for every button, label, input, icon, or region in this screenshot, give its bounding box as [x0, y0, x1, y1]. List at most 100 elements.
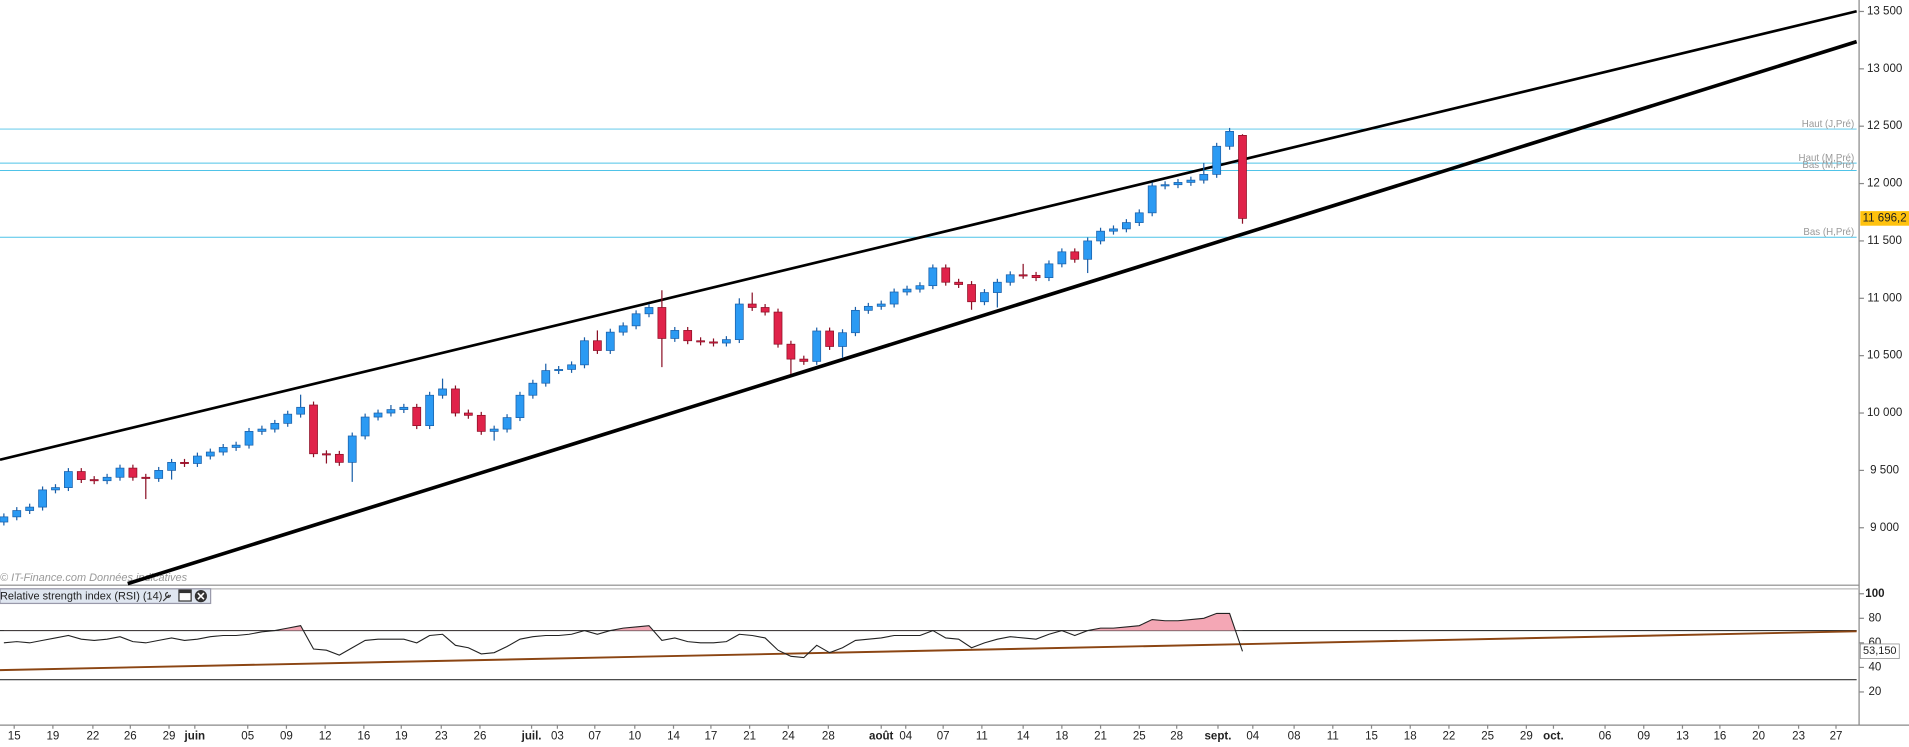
candle: [257, 425, 267, 435]
x-tick-label: 23: [1792, 731, 1805, 743]
x-tick-label: 23: [435, 731, 448, 743]
x-tick-label: 14: [667, 731, 680, 743]
y-tick-label: 40: [1868, 661, 1881, 673]
candle-body: [1238, 135, 1247, 219]
candle: [709, 338, 718, 347]
candle-body: [1044, 263, 1054, 279]
candle: [38, 486, 47, 511]
last-price-box: [1860, 211, 1909, 226]
x-tick-label: sept.: [1205, 731, 1232, 743]
candle-body: [1096, 230, 1105, 242]
x-tick-label: 18: [1404, 731, 1417, 743]
x-tick-label: 06: [1599, 731, 1612, 743]
candle: [489, 425, 499, 441]
candle-body: [0, 516, 9, 523]
x-tick-label: 26: [124, 731, 137, 743]
candle: [915, 282, 925, 293]
level-label: Bas (H,Pré): [1803, 227, 1854, 238]
candle-body: [825, 330, 834, 347]
candle-body: [1186, 179, 1196, 183]
candle-body: [476, 414, 486, 432]
candle: [567, 361, 576, 373]
x-tick-label: 17: [704, 731, 717, 743]
candle-body: [463, 412, 473, 416]
candle: [605, 328, 615, 354]
candle: [954, 278, 964, 288]
y-tick-label: 60: [1868, 637, 1881, 649]
candle: [773, 308, 783, 348]
candle-body: [309, 404, 318, 455]
candle: [180, 458, 189, 467]
candle-body: [1122, 222, 1131, 230]
candle: [1109, 225, 1118, 235]
y-tick-label: 13 000: [1867, 63, 1902, 75]
rsi-title-box: [0, 588, 212, 605]
candle: [205, 448, 215, 460]
x-tick-label: juil.: [521, 731, 542, 743]
candle: [812, 327, 822, 365]
x-tick-label: 08: [1288, 731, 1301, 743]
candle: [1160, 181, 1170, 190]
x-tick-label: 26: [474, 731, 487, 743]
x-tick-label: 11: [1327, 731, 1339, 743]
x-tick-label: 15: [8, 731, 21, 743]
y-tick-label: 13 500: [1867, 6, 1902, 18]
candle: [141, 473, 151, 500]
candle-body: [154, 470, 164, 479]
candle-body: [205, 451, 215, 457]
candle-body: [180, 461, 189, 464]
candle: [799, 355, 809, 365]
y-tick-label: 100: [1865, 588, 1884, 600]
candle-body: [115, 467, 125, 478]
x-tick-label: 19: [46, 731, 59, 743]
x-tick-label: 07: [937, 731, 950, 743]
candle: [631, 310, 641, 330]
candle-body: [12, 510, 22, 518]
candle-body: [38, 489, 47, 508]
x-tick-label: 05: [241, 731, 254, 743]
candle: [967, 281, 976, 310]
candle: [334, 450, 344, 466]
candle: [980, 289, 989, 306]
window-icon-bar: [178, 590, 192, 594]
candle-body: [902, 288, 912, 293]
candle-body: [722, 339, 731, 344]
candle-body: [631, 313, 641, 327]
candle-body: [386, 409, 396, 414]
x-tick-label: 11: [976, 731, 988, 743]
candle-body: [425, 394, 435, 427]
candle: [347, 432, 357, 482]
candle-body: [812, 330, 822, 362]
settings-icon[interactable]: [162, 591, 172, 602]
candle: [683, 326, 693, 345]
candle: [502, 414, 512, 433]
candle-body: [438, 388, 447, 396]
rsi-title: Relative strength index (RSI) (14): [0, 591, 162, 603]
x-tick-label: 22: [86, 731, 99, 743]
candle-body: [283, 413, 293, 424]
candle-body: [128, 467, 138, 478]
candle: [373, 409, 383, 421]
candle-body: [709, 341, 718, 344]
candle-body: [605, 331, 615, 351]
y-tick-label: 9 500: [1870, 464, 1899, 476]
x-tick-label: 12: [319, 731, 332, 743]
candle: [1057, 248, 1067, 268]
candle-body: [1134, 212, 1144, 223]
candle: [425, 391, 435, 430]
candle: [760, 304, 770, 316]
candle-body: [64, 471, 73, 488]
candle-body: [683, 330, 693, 342]
candle: [838, 329, 847, 358]
candle-body: [373, 412, 383, 418]
candle: [786, 340, 796, 375]
candle: [670, 326, 680, 342]
candle-body: [360, 416, 370, 437]
candle-body: [876, 303, 886, 307]
candle: [25, 503, 35, 514]
candle: [593, 330, 602, 354]
candle: [438, 378, 447, 399]
candle: [218, 444, 228, 456]
candle-body: [1005, 274, 1015, 283]
